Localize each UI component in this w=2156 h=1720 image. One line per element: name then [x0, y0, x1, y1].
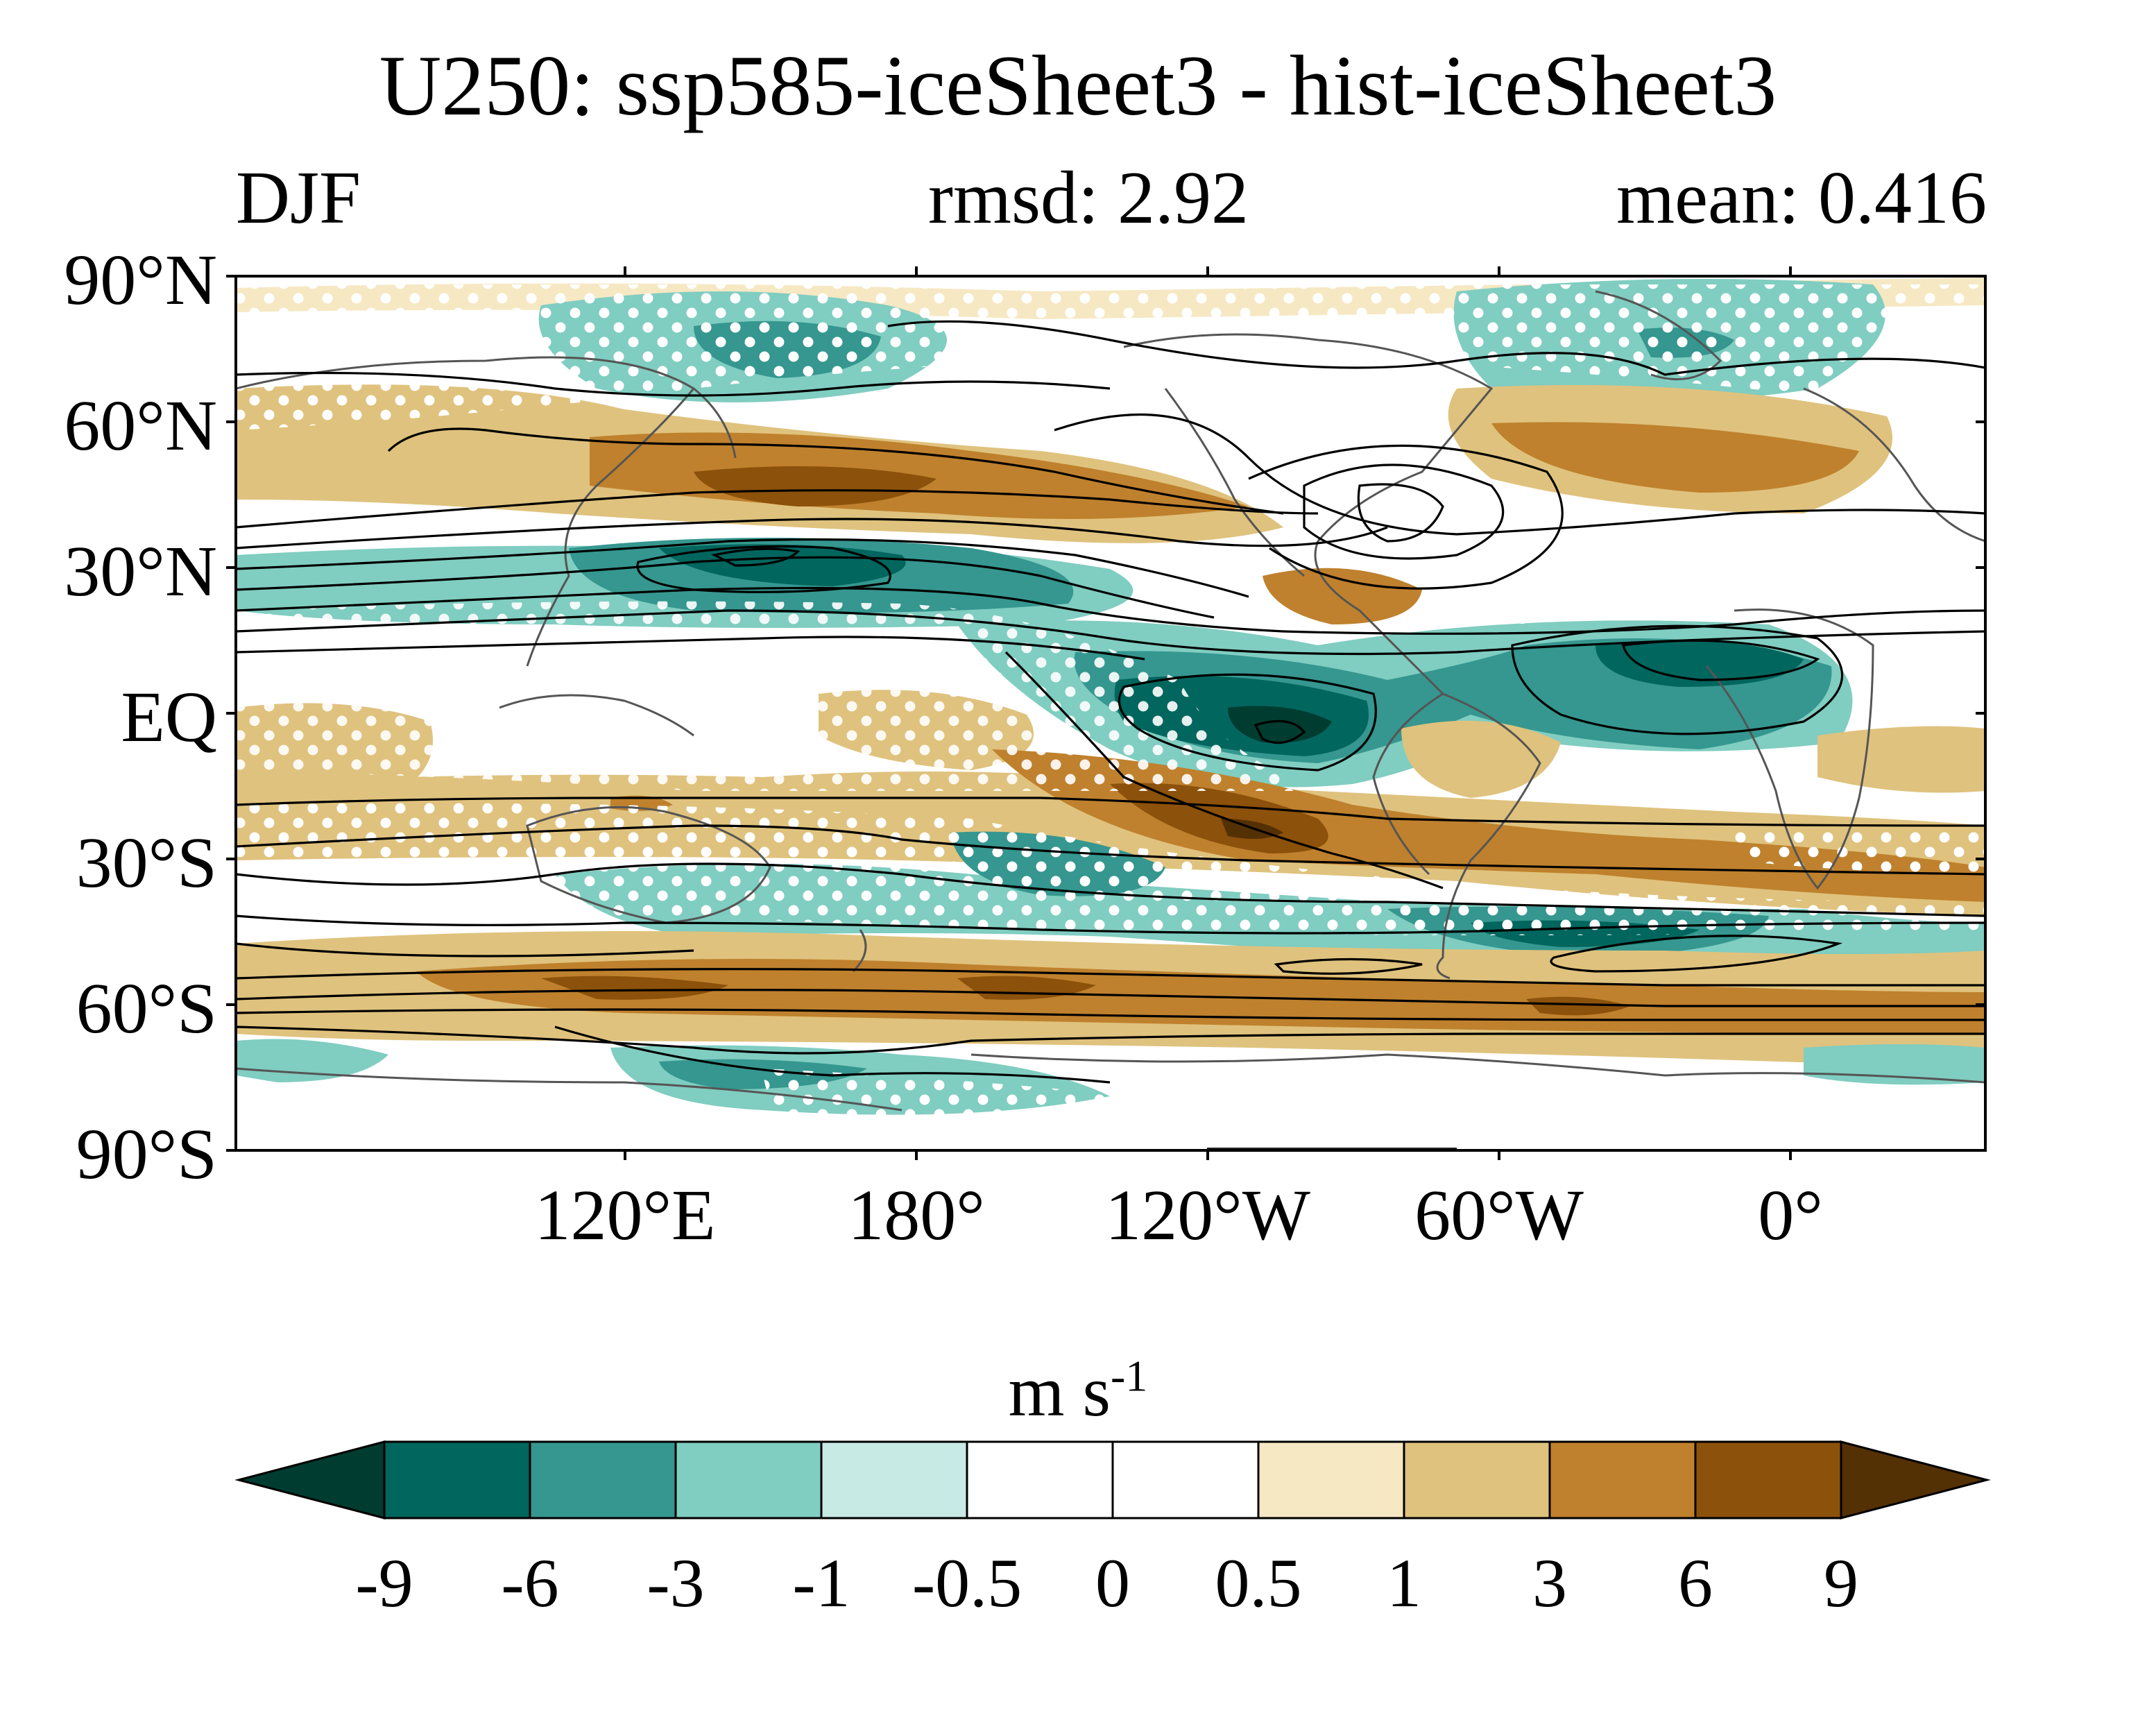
colorbar-segment — [966, 1440, 1114, 1519]
coastlines — [236, 290, 1985, 1150]
colorbar-segment — [383, 1440, 531, 1519]
season-label: DJF — [236, 157, 361, 239]
colorbar-label: 9 — [1824, 1544, 1858, 1621]
colorbar-label: -1 — [792, 1544, 850, 1621]
colorbar-extend-high — [1840, 1440, 1991, 1519]
map-title: U250: ssp585-iceSheet3 - hist-iceSheet3 — [379, 38, 1777, 133]
climatology-contours — [236, 320, 1985, 1084]
colorbar — [234, 1440, 1991, 1519]
colorbar-segment — [1694, 1440, 1842, 1519]
unit-exponent: -1 — [1111, 1351, 1148, 1401]
colorbar-label: 3 — [1532, 1544, 1567, 1621]
colorbar-label: 0 — [1095, 1544, 1130, 1621]
lat-label-eq: EQ — [121, 677, 217, 757]
colorbar-label: -0.5 — [912, 1544, 1023, 1621]
colorbar-label: -3 — [647, 1544, 705, 1621]
rmsd-label: rmsd: 2.92 — [928, 157, 1249, 239]
map-panel — [236, 276, 1985, 1150]
colorbar-extend-low — [234, 1440, 386, 1519]
colorbar-unit: m s-1 — [0, 1350, 2156, 1433]
colorbar-segment — [1403, 1440, 1551, 1519]
lat-label-60s: 60°S — [76, 969, 217, 1048]
lat-label-90n: 90°N — [64, 240, 217, 320]
colorbar-label: 0.5 — [1215, 1544, 1302, 1621]
lat-label-90s: 90°S — [76, 1114, 217, 1194]
colorbar-label: 1 — [1387, 1544, 1421, 1621]
lat-label-30s: 30°S — [76, 823, 217, 903]
colorbar-segment — [1548, 1440, 1697, 1519]
lon-label-120w: 120°W — [1105, 1175, 1310, 1255]
colorbar-label: 6 — [1678, 1544, 1713, 1621]
colorbar-segment — [1111, 1440, 1260, 1519]
unit-base: m s — [1008, 1352, 1111, 1431]
lat-label-60n: 60°N — [64, 386, 217, 466]
colorbar-segment — [1257, 1440, 1405, 1519]
colorbar-segment — [820, 1440, 968, 1519]
colorbar-label: -9 — [355, 1544, 413, 1621]
map-frame — [226, 266, 1987, 1160]
lon-label-60w: 60°W — [1414, 1175, 1584, 1255]
mean-label: mean: 0.416 — [1616, 157, 1987, 239]
lon-label-0: 0° — [1758, 1175, 1823, 1255]
colorbar-segment — [674, 1440, 823, 1519]
colorbar-segment — [529, 1440, 677, 1519]
lon-label-120e: 120°E — [534, 1175, 716, 1255]
significance-stippling — [236, 284, 1985, 1150]
colorbar-label: -6 — [501, 1544, 559, 1621]
lon-label-180: 180° — [848, 1175, 985, 1255]
lat-label-30n: 30°N — [64, 531, 217, 611]
